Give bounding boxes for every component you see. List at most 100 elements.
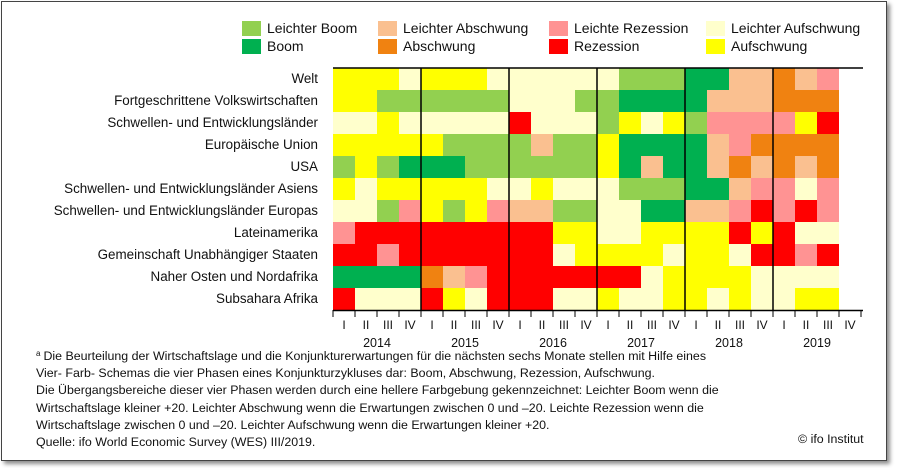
heatmap-cell: Naher Osten und Nordafrika – 2014 III: B… xyxy=(377,266,399,288)
legend-swatch xyxy=(242,38,261,54)
heatmap-cell: Europäische Union – 2016 IV: Leichter Bo… xyxy=(575,134,597,156)
heatmap-cell: USA – 2015 II: Boom xyxy=(443,156,465,178)
heatmap-cell: USA – 2017 II: Boom xyxy=(619,156,641,178)
heatmap-cell: Fortgeschrittene Volkswirtschaften – 201… xyxy=(795,90,817,112)
heatmap-cell: Fortgeschrittene Volkswirtschaften – 201… xyxy=(663,90,685,112)
heatmap-cell: Schwellen- und Entwicklungsländer Europa… xyxy=(663,200,685,222)
heatmap-cell: Gemeinschaft Unabhängiger Staaten – 2019… xyxy=(773,244,795,266)
quarter-label: III xyxy=(559,318,569,332)
heatmap-cell: Europäische Union – 2014 III: Aufschwung xyxy=(377,134,399,156)
heatmap-cell: Subsahara Afrika – 2014 IV: Leichter Auf… xyxy=(399,288,421,310)
heatmap-cell: Schwellen- und Entwicklungsländer Asiens… xyxy=(619,178,641,200)
heatmap-cell: Europäische Union – 2018 IV: Abschwung xyxy=(751,134,773,156)
heatmap-cell: Schwellen- und Entwicklungsländer Asiens… xyxy=(377,178,399,200)
legend-label: Leichter Aufschwung xyxy=(731,20,861,36)
heatmap-cell: Gemeinschaft Unabhängiger Staaten – 2016… xyxy=(509,244,531,266)
heatmap-cell: Naher Osten und Nordafrika – 2017 IV: Au… xyxy=(663,266,685,288)
heatmap-cell: Schwellen- und Entwicklungsländer Europa… xyxy=(795,200,817,222)
heatmap-cell: Schwellen- und Entwicklungsländer – 2019… xyxy=(817,112,839,134)
heatmap-cell: Subsahara Afrika – 2018 III: Aufschwung xyxy=(729,288,751,310)
quarter-label: I xyxy=(430,318,433,332)
heatmap-cell: Subsahara Afrika – 2019 I: Leichter Aufs… xyxy=(773,288,795,310)
heatmap-cell: USA – 2014 IV: Boom xyxy=(399,156,421,178)
copyright: © ifo Institut xyxy=(798,432,864,446)
heatmap-cell: Gemeinschaft Unabhängiger Staaten – 2015… xyxy=(421,244,443,266)
heatmap-cell: Schwellen- und Entwicklungsländer Europa… xyxy=(465,200,487,222)
source-note: Quelle: ifo World Economic Survey (WES) … xyxy=(36,435,316,450)
heatmap-cell: Subsahara Afrika – 2016 IV: Leichter Auf… xyxy=(575,288,597,310)
heatmap-cell: Naher Osten und Nordafrika – 2016 IV: Re… xyxy=(575,266,597,288)
row-label: Fortgeschrittene Volkswirtschaften xyxy=(114,93,318,108)
heatmap-cell: Naher Osten und Nordafrika – 2014 IV: Bo… xyxy=(399,266,421,288)
row-label: Europäische Union xyxy=(205,137,318,152)
heatmap-cell: Naher Osten und Nordafrika – 2017 I: Rez… xyxy=(597,266,619,288)
heatmap-cell: Schwellen- und Entwicklungsländer – 2015… xyxy=(421,112,443,134)
heatmap-cell: USA – 2016 II: Leichter Boom xyxy=(531,156,553,178)
heatmap-cell: Europäische Union – 2016 II: Leichter Ab… xyxy=(531,134,553,156)
row-label: Schwellen- und Entwicklungsländer Europa… xyxy=(54,203,319,218)
quarter-label: III xyxy=(735,318,745,332)
heatmap-cell: Fortgeschrittene Volkswirtschaften – 201… xyxy=(421,90,443,112)
row-label: USA xyxy=(290,159,318,174)
heatmap-cell: Welt – 2017 III: Leichter Boom xyxy=(641,68,663,90)
heatmap-cell: Gemeinschaft Unabhängiger Staaten – 2017… xyxy=(619,244,641,266)
heatmap-cell: Gemeinschaft Unabhängiger Staaten – 2019… xyxy=(795,244,817,266)
heatmap-cell: Schwellen- und Entwicklungsländer Europa… xyxy=(817,200,839,222)
heatmap-cell: Welt – 2018 II: Boom xyxy=(707,68,729,90)
heatmap-cell: Lateinamerika – 2016 IV: Aufschwung xyxy=(575,222,597,244)
heatmap-cell: Schwellen- und Entwicklungsländer Europa… xyxy=(377,200,399,222)
heatmap-cell: Schwellen- und Entwicklungsländer Asiens… xyxy=(509,178,531,200)
heatmap-cell: Schwellen- und Entwicklungsländer Europa… xyxy=(685,200,707,222)
heatmap-cell: Fortgeschrittene Volkswirtschaften – 201… xyxy=(443,90,465,112)
heatmap-cell: Lateinamerika – 2019 II: Leichter Aufsch… xyxy=(795,222,817,244)
quarter-label: IV xyxy=(668,318,679,332)
figure-frame: Leichter Boom Boom Leichter Abschwung Ab… xyxy=(1,1,887,461)
heatmap-cell: Schwellen- und Entwicklungsländer Asiens… xyxy=(707,178,729,200)
heatmap-cell: Naher Osten und Nordafrika – 2015 IV: Re… xyxy=(487,266,509,288)
heatmap-cell: Schwellen- und Entwicklungsländer – 2017… xyxy=(619,112,641,134)
heatmap-cell: Fortgeschrittene Volkswirtschaften – 201… xyxy=(773,90,795,112)
heatmap-cell: Naher Osten und Nordafrika – 2019 I: Lei… xyxy=(773,266,795,288)
heatmap-cell: Europäische Union – 2018 II: Leichter Ab… xyxy=(707,134,729,156)
heatmap-cell: Lateinamerika – 2019 I: Rezession xyxy=(773,222,795,244)
row-label: Subsahara Afrika xyxy=(216,291,319,306)
heatmap-cell: Welt – 2015 I: Aufschwung xyxy=(421,68,443,90)
heatmap-cell: Europäische Union – 2015 III: Leichter B… xyxy=(465,134,487,156)
heatmap-cell: Europäische Union – 2018 III: Leichte Re… xyxy=(729,134,751,156)
heatmap-cell: Fortgeschrittene Volkswirtschaften – 201… xyxy=(619,90,641,112)
row-label: Gemeinschaft Unabhängiger Staaten xyxy=(98,247,318,262)
legend-label: Rezession xyxy=(574,38,640,54)
quarter-label: III xyxy=(383,318,393,332)
heatmap-cell: USA – 2016 III: Leichter Boom xyxy=(553,156,575,178)
legend-label: Leichter Boom xyxy=(267,20,358,36)
quarter-label: IV xyxy=(580,318,591,332)
heatmap-cell: Welt – 2017 II: Leichter Boom xyxy=(619,68,641,90)
quarter-label: II xyxy=(715,318,722,332)
heatmap-cell: Schwellen- und Entwicklungsländer – 2015… xyxy=(443,112,465,134)
heatmap-cell: Welt – 2018 I: Boom xyxy=(685,68,707,90)
heatmap-cell: Gemeinschaft Unabhängiger Staaten – 2014… xyxy=(333,244,355,266)
heatmap-cell: Welt – 2016 IV: Leichter Aufschwung xyxy=(575,68,597,90)
heatmap-cell: Schwellen- und Entwicklungsländer Europa… xyxy=(707,200,729,222)
heatmap-cell: Europäische Union – 2019 I: Abschwung xyxy=(773,134,795,156)
heatmap-cell: USA – 2016 I: Leichter Boom xyxy=(509,156,531,178)
heatmap-cell: Schwellen- und Entwicklungsländer Asiens… xyxy=(531,178,553,200)
heatmap-cell: Lateinamerika – 2015 I: Rezession xyxy=(421,222,443,244)
heatmap-cell: Lateinamerika – 2017 III: Aufschwung xyxy=(641,222,663,244)
heatmap-cell: Europäische Union – 2015 IV: Leichter Bo… xyxy=(487,134,509,156)
heatmap-cell: Fortgeschrittene Volkswirtschaften – 201… xyxy=(377,90,399,112)
heatmap-cell: Schwellen- und Entwicklungsländer Asiens… xyxy=(663,178,685,200)
heatmap-cell: Fortgeschrittene Volkswirtschaften – 201… xyxy=(729,90,751,112)
heatmap-cell: Lateinamerika – 2017 IV: Aufschwung xyxy=(663,222,685,244)
quarter-label: IV xyxy=(492,318,503,332)
heatmap-cell: Gemeinschaft Unabhängiger Staaten – 2018… xyxy=(729,244,751,266)
footnote: a Die Beurteilung der Wirtschaftslage und… xyxy=(36,345,836,451)
heatmap-cell: Schwellen- und Entwicklungsländer Europa… xyxy=(509,200,531,222)
quarter-label: I xyxy=(782,318,785,332)
heatmap-cell: USA – 2019 II: Leichter Abschwung xyxy=(795,156,817,178)
row-label: Schwellen- und Entwicklungsländer Asiens xyxy=(64,181,318,196)
heatmap-cell: Schwellen- und Entwicklungsländer Europa… xyxy=(333,200,355,222)
heatmap-cell: Schwellen- und Entwicklungsländer Europa… xyxy=(487,200,509,222)
heatmap-cell: Schwellen- und Entwicklungsländer Asiens… xyxy=(443,178,465,200)
heatmap-cell: Schwellen- und Entwicklungsländer – 2014… xyxy=(377,112,399,134)
